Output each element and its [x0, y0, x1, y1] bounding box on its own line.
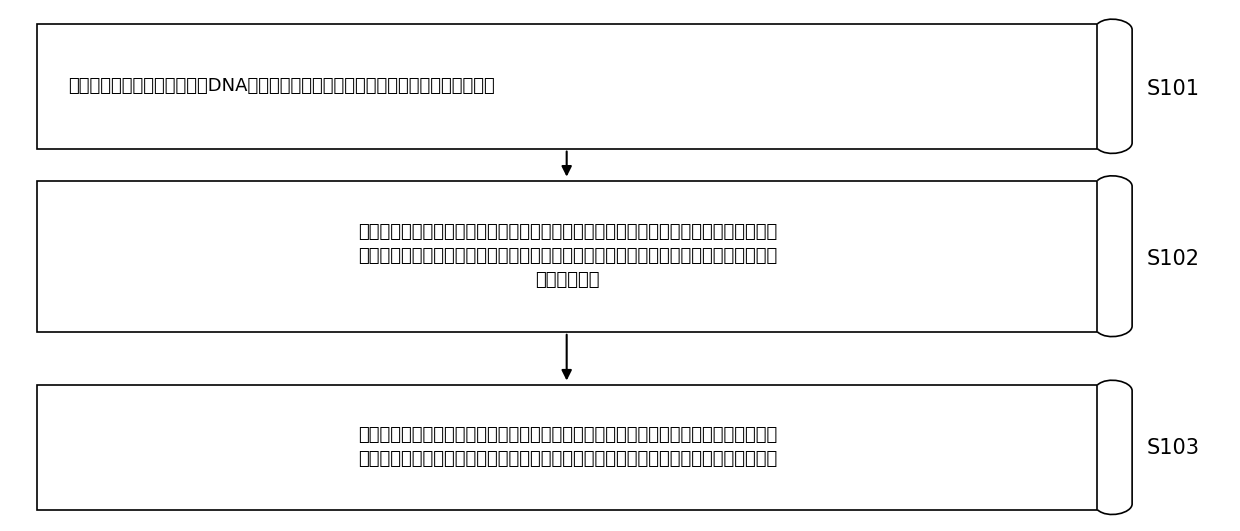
- Text: 中的所有三碱基突变频率和位点突变频率进行学习建模，并使用原地更新的列表对模型进: 中的所有三碱基突变频率和位点突变频率进行学习建模，并使用原地更新的列表对模型进: [357, 247, 777, 265]
- Bar: [37, 181, 1097, 332]
- Text: S103: S103: [1147, 438, 1200, 458]
- Bar: [37, 385, 1097, 510]
- Text: 行比较，输出测试样本的位点突变频率未在上述置信范围内的单核苷酸变异作为检测结果: 行比较，输出测试样本的位点突变频率未在上述置信范围内的单核苷酸变异作为检测结果: [357, 450, 777, 468]
- Text: 获取训练样本的每个位点背景突变频率的置信范围，该置信范围是通过对每一例训练样本: 获取训练样本的每个位点背景突变频率的置信范围，该置信范围是通过对每一例训练样本: [357, 224, 777, 241]
- Text: S101: S101: [1147, 79, 1200, 99]
- Text: 行训练而得到: 行训练而得到: [534, 271, 600, 289]
- Text: 对上述测试样本的各位点的位点突变频率和模型中每个位点的背景突变频率的置信范围进: 对上述测试样本的各位点的位点突变频率和模型中每个位点的背景突变频率的置信范围进: [357, 426, 777, 444]
- Text: S102: S102: [1147, 249, 1200, 269]
- Text: 获取测试样本的血液循环肿瘤DNA各位点的突变数据，上述突变数据包括位点突变频率: 获取测试样本的血液循环肿瘤DNA各位点的突变数据，上述突变数据包括位点突变频率: [68, 78, 495, 95]
- Bar: [37, 24, 1097, 149]
